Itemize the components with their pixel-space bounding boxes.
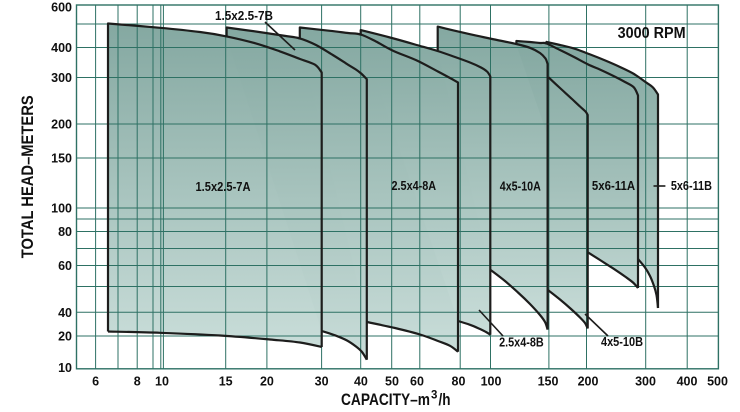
svg-text:/h: /h xyxy=(439,390,451,409)
svg-text:20: 20 xyxy=(58,330,72,344)
svg-text:200: 200 xyxy=(51,118,72,132)
svg-text:300: 300 xyxy=(51,71,72,85)
svg-text:300: 300 xyxy=(635,375,656,389)
svg-text:TOTAL HEAD–METERS: TOTAL HEAD–METERS xyxy=(18,95,37,258)
svg-text:100: 100 xyxy=(51,202,72,216)
svg-text:10: 10 xyxy=(155,375,169,389)
svg-text:10: 10 xyxy=(58,361,72,375)
svg-text:6: 6 xyxy=(92,375,99,389)
svg-text:80: 80 xyxy=(452,375,466,389)
svg-text:100: 100 xyxy=(481,375,502,389)
svg-text:150: 150 xyxy=(538,375,559,389)
svg-text:3000 RPM: 3000 RPM xyxy=(618,25,686,42)
svg-text:CAPACITY–m: CAPACITY–m xyxy=(341,390,430,409)
svg-text:400: 400 xyxy=(677,375,698,389)
svg-text:30: 30 xyxy=(315,375,329,389)
svg-text:600: 600 xyxy=(51,1,72,15)
svg-text:3: 3 xyxy=(431,390,437,402)
svg-text:4x5-10A: 4x5-10A xyxy=(500,179,541,193)
svg-text:2.5x4-8A: 2.5x4-8A xyxy=(392,179,437,193)
svg-text:8: 8 xyxy=(134,375,141,389)
svg-text:1.5x2.5-7B: 1.5x2.5-7B xyxy=(215,9,273,23)
svg-text:1.5x2.5-7A: 1.5x2.5-7A xyxy=(196,180,251,194)
svg-text:80: 80 xyxy=(58,225,72,239)
svg-text:2.5x4-8B: 2.5x4-8B xyxy=(499,336,544,350)
svg-text:15: 15 xyxy=(219,375,233,389)
svg-text:400: 400 xyxy=(51,41,72,55)
svg-text:40: 40 xyxy=(354,375,368,389)
svg-text:5x6-11B: 5x6-11B xyxy=(671,179,712,193)
svg-text:60: 60 xyxy=(410,375,424,389)
svg-text:500: 500 xyxy=(707,375,728,389)
svg-text:20: 20 xyxy=(260,375,274,389)
svg-text:4x5-10B: 4x5-10B xyxy=(601,335,643,349)
svg-text:40: 40 xyxy=(58,306,72,320)
svg-text:5x6-11A: 5x6-11A xyxy=(592,179,635,193)
svg-text:50: 50 xyxy=(385,375,399,389)
svg-text:150: 150 xyxy=(51,152,72,166)
svg-text:200: 200 xyxy=(578,375,599,389)
svg-text:60: 60 xyxy=(58,259,72,273)
